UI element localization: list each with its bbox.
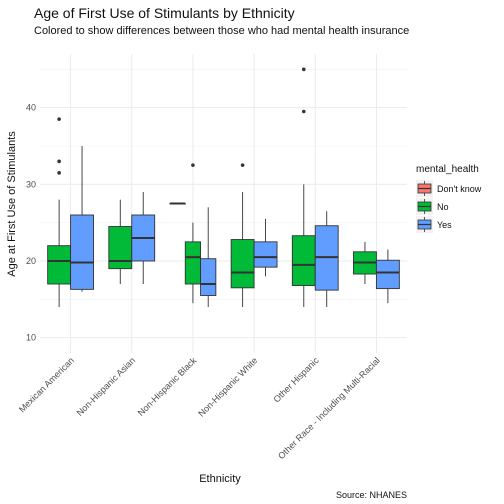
y-axis-title: Age at First Use of Stimulants: [6, 131, 18, 277]
box-yes: [314, 211, 339, 307]
x-tick-label: Other Race - Including Multi-Racial: [276, 355, 382, 461]
box-no: [291, 67, 316, 307]
box-body: [184, 241, 202, 285]
box-body: [230, 239, 255, 289]
legend-label: Yes: [437, 220, 452, 230]
outlier-point: [57, 171, 61, 175]
outlier-point: [301, 67, 306, 72]
caption: Source: NHANES: [336, 490, 407, 500]
boxes: [47, 67, 400, 307]
y-tick-label: 40: [26, 103, 36, 113]
legend: mental_health Don't know No Yes: [416, 164, 482, 233]
x-tick-label: Non-Hispanic White: [196, 355, 259, 418]
box-don-t-know: [169, 202, 186, 205]
box-yes: [200, 207, 217, 307]
y-tick-label: 30: [26, 179, 36, 189]
box-no: [108, 199, 133, 284]
outlier-point: [57, 159, 61, 164]
x-tick-label: Mexican American: [17, 355, 76, 414]
legend-label: Don't know: [437, 184, 482, 194]
box-yes: [375, 249, 400, 304]
x-tick-label: Other Hispanic: [271, 355, 321, 405]
box-body: [108, 226, 133, 270]
box-no: [230, 163, 255, 307]
outlier-point: [57, 117, 61, 121]
y-tick-label: 20: [26, 256, 36, 266]
box-body: [200, 258, 217, 296]
box-body: [70, 214, 94, 290]
outlier-point: [240, 163, 245, 167]
y-tick-label: 10: [26, 333, 36, 343]
box-no: [47, 117, 72, 307]
box-body: [253, 241, 278, 268]
legend-label: No: [437, 202, 449, 212]
grid: [40, 54, 407, 353]
box-yes: [253, 218, 278, 277]
legend-title: mental_health: [416, 164, 479, 175]
box-body: [47, 245, 72, 285]
box-yes: [131, 192, 156, 284]
box-yes: [70, 146, 94, 292]
x-tick-label: Non-Hispanic Black: [136, 355, 199, 418]
box-body: [375, 259, 400, 290]
chart-title: Age of First Use of Stimulants by Ethnic…: [34, 5, 295, 21]
x-axis-title: Ethnicity: [199, 473, 241, 485]
box-body: [291, 235, 316, 286]
outlier-point: [301, 109, 306, 114]
outlier-point: [191, 163, 195, 167]
box-no: [353, 241, 377, 284]
chart-subtitle: Colored to show differences between thos…: [34, 25, 409, 37]
x-tick-label: Non-Hispanic Asian: [75, 355, 138, 418]
